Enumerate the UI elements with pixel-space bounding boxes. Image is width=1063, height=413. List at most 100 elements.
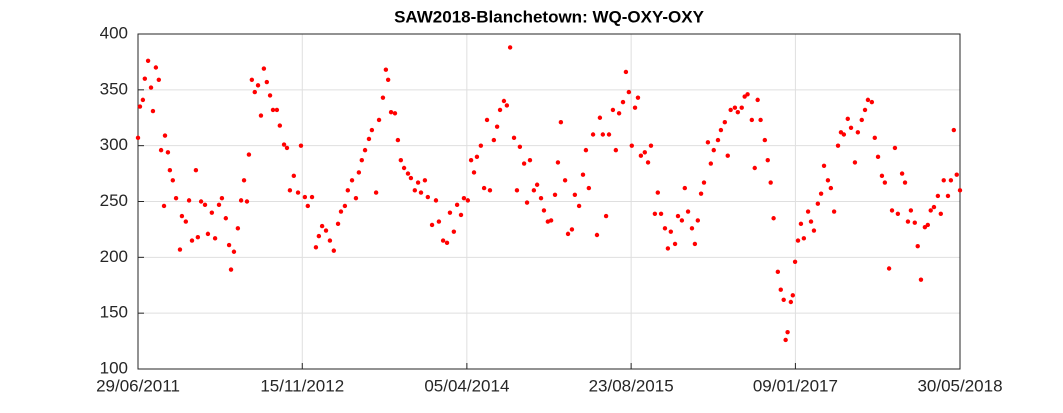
point	[645, 160, 651, 165]
point	[481, 185, 487, 191]
point	[945, 193, 951, 199]
point	[383, 67, 389, 72]
point	[205, 231, 211, 237]
point	[392, 111, 398, 116]
point	[342, 203, 348, 209]
point	[436, 219, 442, 224]
point	[828, 185, 834, 191]
point	[228, 267, 234, 272]
point	[323, 228, 329, 233]
point	[366, 136, 372, 142]
point	[538, 195, 544, 201]
point	[429, 222, 435, 228]
point	[590, 132, 596, 137]
point	[925, 222, 930, 228]
point	[150, 108, 156, 114]
point	[255, 83, 261, 88]
point	[281, 142, 287, 147]
point	[879, 173, 885, 179]
point	[183, 219, 189, 224]
point	[534, 182, 540, 187]
point	[616, 111, 622, 116]
point	[142, 76, 148, 81]
point	[665, 246, 671, 251]
point	[569, 227, 575, 232]
point	[662, 226, 668, 231]
point	[440, 238, 446, 243]
point	[768, 180, 773, 185]
point	[705, 140, 711, 145]
point	[957, 188, 963, 193]
x-tick-label: 05/04/2014	[424, 376, 509, 395]
point	[226, 242, 232, 248]
point	[859, 117, 864, 123]
point	[765, 157, 770, 163]
point	[658, 211, 664, 216]
point	[941, 178, 946, 183]
point	[565, 231, 571, 237]
point	[291, 173, 297, 179]
point	[775, 269, 781, 275]
point	[252, 89, 257, 95]
point	[461, 195, 467, 201]
point	[555, 160, 561, 165]
point	[848, 125, 854, 130]
point	[277, 123, 283, 128]
point	[270, 107, 276, 113]
point	[170, 178, 176, 183]
point	[875, 154, 881, 160]
point	[695, 218, 701, 223]
point	[818, 191, 824, 196]
point	[491, 137, 497, 143]
point	[586, 185, 592, 191]
point	[238, 198, 244, 203]
point	[771, 216, 776, 221]
point	[369, 127, 375, 133]
point	[735, 109, 741, 115]
point	[531, 188, 537, 193]
point	[889, 208, 895, 213]
point	[899, 171, 905, 176]
point	[790, 293, 796, 298]
point	[855, 130, 861, 135]
point	[685, 209, 691, 214]
y-tick-label: 100	[100, 358, 128, 377]
point	[189, 238, 195, 243]
point	[241, 178, 247, 183]
point	[715, 137, 721, 143]
point	[177, 247, 183, 252]
x-tick-label: 29/06/2011	[96, 376, 180, 395]
point	[524, 200, 530, 205]
point	[711, 147, 716, 153]
point	[938, 211, 944, 216]
point	[783, 337, 788, 343]
point	[755, 97, 760, 103]
point	[935, 193, 941, 199]
chart-title: SAW2018-Blanchetown: WQ-OXY-OXY	[394, 7, 704, 26]
point	[948, 178, 954, 183]
point	[415, 180, 421, 185]
point	[258, 113, 264, 118]
point	[692, 241, 698, 247]
point	[264, 79, 270, 85]
point	[454, 202, 460, 208]
point	[244, 199, 250, 204]
point	[648, 143, 654, 148]
point	[739, 105, 744, 110]
point	[758, 117, 763, 123]
y-tick-label: 300	[100, 135, 128, 154]
point	[373, 190, 379, 195]
point	[825, 178, 831, 183]
point	[821, 163, 827, 168]
point	[295, 190, 301, 195]
point	[219, 195, 225, 201]
point	[795, 238, 801, 243]
x-tick-label: 23/08/2015	[589, 376, 674, 395]
point	[514, 188, 520, 193]
point	[451, 229, 457, 234]
point	[718, 127, 724, 133]
point	[629, 143, 634, 148]
point	[610, 107, 616, 113]
point	[388, 109, 394, 115]
point	[167, 168, 173, 173]
